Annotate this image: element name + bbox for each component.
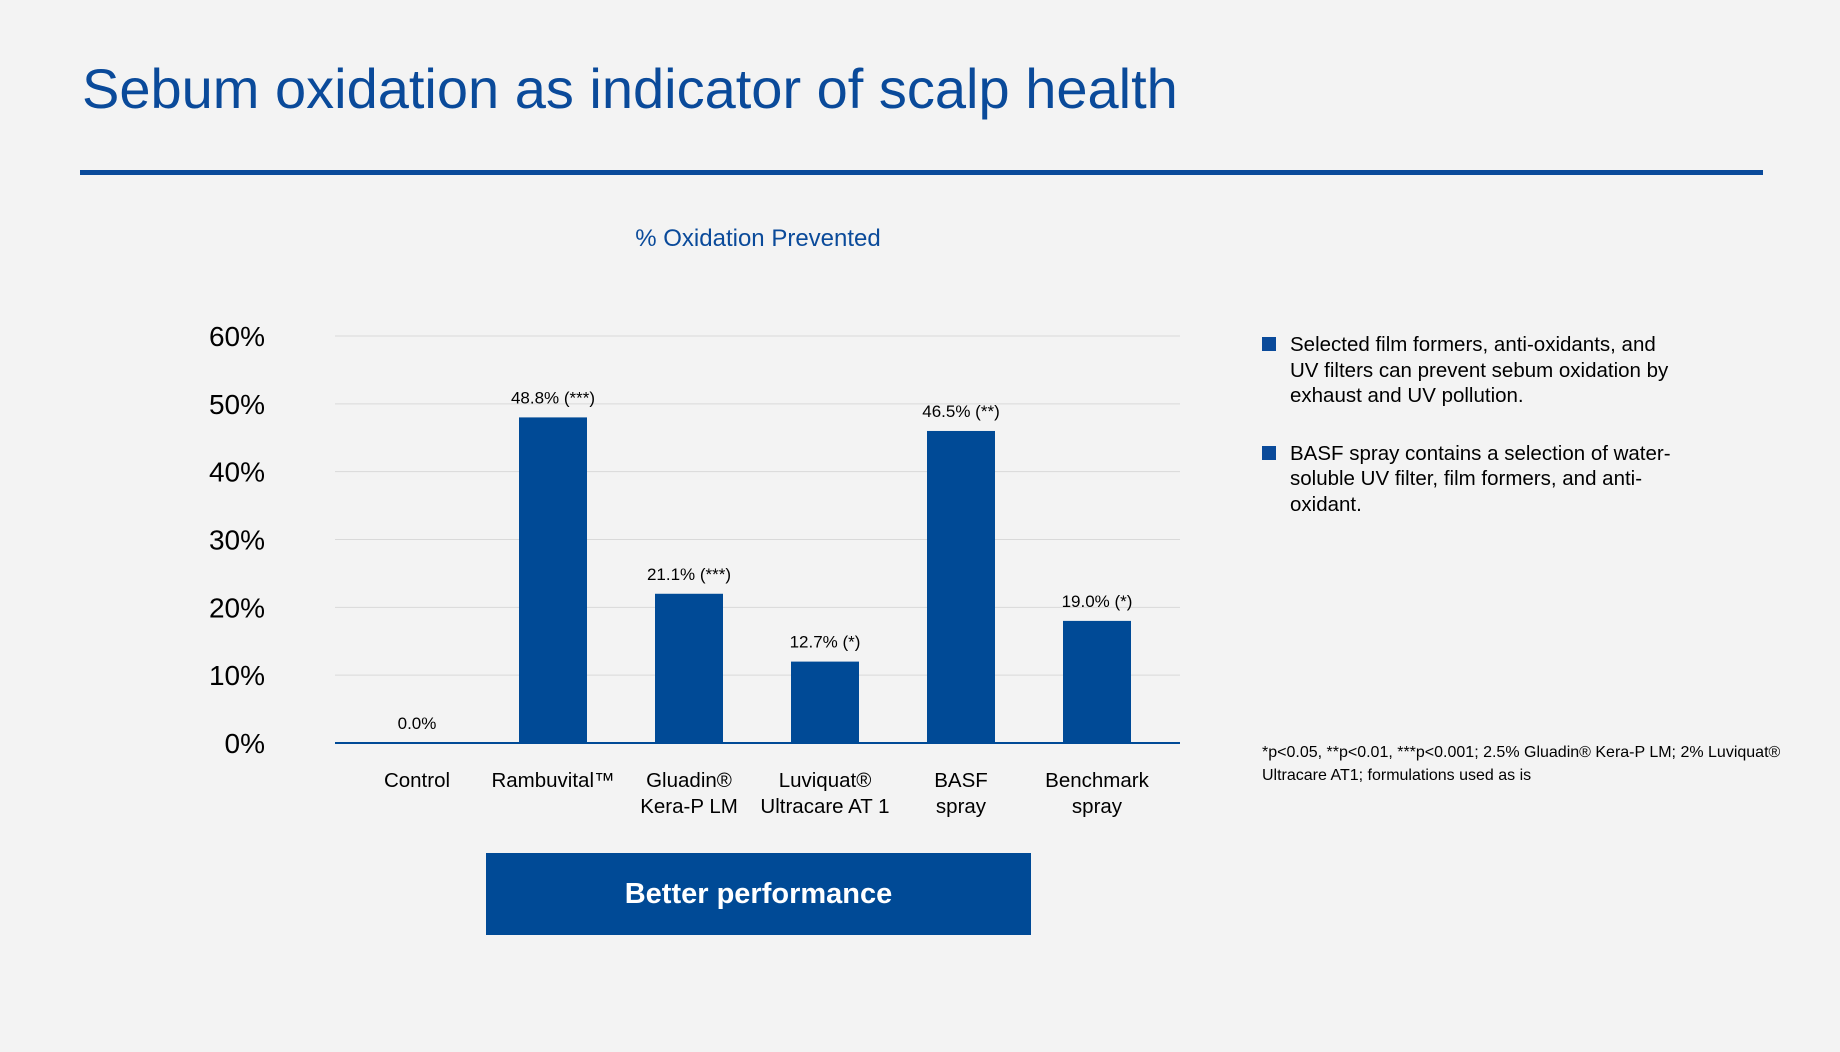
x-category-label: Control — [384, 769, 450, 792]
bar — [655, 593, 723, 743]
better-performance-banner: Better performance — [486, 853, 1031, 935]
data-label: 21.1% (***) — [647, 565, 731, 584]
x-category-label: spray — [1072, 795, 1123, 818]
chart-title: % Oxidation Prevented — [635, 225, 880, 252]
data-label: 0.0% — [398, 714, 437, 733]
x-category-label: Gluadin® — [646, 769, 732, 792]
y-tick-label: 30% — [209, 525, 265, 556]
x-category-label: Luviquat® — [779, 769, 872, 792]
y-tick-label: 0% — [225, 728, 265, 759]
bullet-list: Selected film formers, anti-oxidants, an… — [1262, 332, 1682, 549]
significance-footnote: *p<0.05, **p<0.01, ***p<0.001; 2.5% Glua… — [1262, 744, 1781, 784]
page-title: Sebum oxidation as indicator of scalp he… — [82, 57, 1178, 120]
x-category-label: BASF — [934, 769, 988, 792]
bar — [1063, 620, 1131, 743]
data-label: 12.7% (*) — [790, 633, 861, 652]
bullet-text: Selected film formers, anti-oxidants, an… — [1290, 333, 1669, 407]
data-label: 48.8% (***) — [511, 388, 595, 407]
x-category-label: Benchmark — [1045, 769, 1149, 792]
bullet-item: Selected film formers, anti-oxidants, an… — [1262, 332, 1682, 409]
y-tick-label: 20% — [209, 592, 265, 623]
title-divider — [80, 170, 1763, 175]
data-label: 19.0% (*) — [1062, 592, 1133, 611]
y-tick-label: 40% — [209, 457, 265, 488]
y-tick-label: 10% — [209, 660, 265, 691]
bullet-square-icon — [1262, 337, 1276, 351]
x-category-label: Ultracare AT 1 — [760, 795, 889, 818]
bar — [927, 430, 995, 743]
bar — [791, 661, 859, 743]
bullet-text: BASF spray contains a selection of water… — [1290, 441, 1671, 516]
x-category-label: spray — [936, 795, 987, 818]
bar — [519, 417, 587, 743]
y-tick-label: 50% — [209, 389, 265, 420]
bullet-square-icon — [1262, 445, 1276, 460]
x-category-label: Kera-P LM — [640, 795, 738, 818]
data-label: 46.5% (**) — [922, 402, 999, 421]
y-tick-label: 60% — [209, 321, 265, 352]
bullet-item: BASF spray contains a selection of water… — [1262, 441, 1682, 518]
x-category-label: Rambuvital™ — [491, 769, 614, 792]
